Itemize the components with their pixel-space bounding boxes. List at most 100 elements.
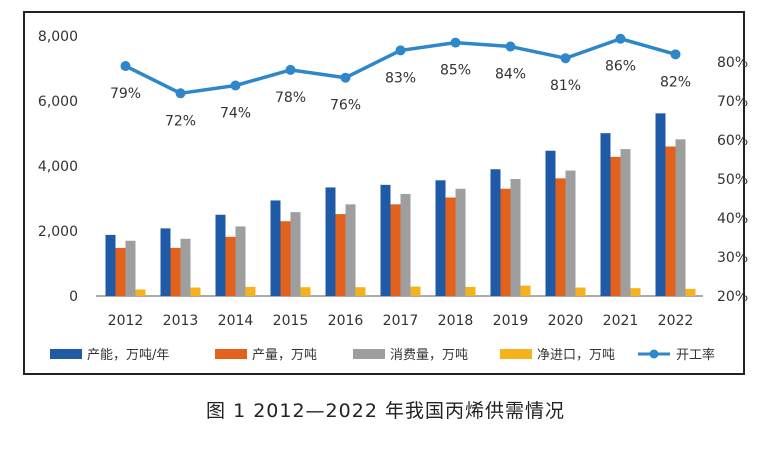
- rate-data-label: 72%: [165, 113, 196, 129]
- rate-data-label: 82%: [660, 74, 691, 90]
- bar: [435, 180, 446, 296]
- bar: [325, 187, 336, 296]
- bar: [245, 286, 256, 296]
- right-tick-label: 30%: [717, 250, 748, 266]
- rate-point: [560, 53, 571, 64]
- rate-point: [670, 49, 681, 60]
- bar: [410, 286, 421, 296]
- rate-point: [505, 41, 516, 52]
- x-tick-label: 2012: [108, 313, 144, 329]
- bar: [115, 247, 126, 296]
- left-tick-label: 2,000: [38, 224, 78, 240]
- rate-data-label: 79%: [110, 86, 141, 102]
- bar: [345, 204, 356, 296]
- bar: [135, 289, 146, 296]
- right-tick-label: 80%: [717, 55, 748, 71]
- bar: [510, 179, 521, 296]
- rate-data-label: 76%: [330, 98, 361, 114]
- bar: [575, 287, 586, 296]
- rate-point: [285, 64, 296, 75]
- legend-swatch: [500, 349, 532, 359]
- left-axis-ticks: 0 2,000 4,000 6,000 8,000: [38, 29, 78, 305]
- x-tick-label: 2013: [163, 313, 199, 329]
- right-tick-label: 50%: [717, 172, 748, 188]
- legend: 产能，万吨/年 产量，万吨 消费量，万吨 净进口，万吨 开工率: [50, 347, 715, 363]
- x-tick-label: 2021: [603, 313, 639, 329]
- legend-label: 开工率: [676, 347, 715, 363]
- right-tick-label: 40%: [717, 211, 748, 227]
- bar: [620, 149, 631, 296]
- bar: [270, 200, 281, 296]
- legend-label: 消费量，万吨: [390, 348, 468, 363]
- rate-data-label: 85%: [440, 63, 471, 79]
- x-tick-label: 2016: [328, 313, 364, 329]
- bar: [235, 226, 246, 296]
- x-tick-label: 2015: [273, 313, 309, 329]
- bar: [675, 139, 686, 296]
- bar: [170, 247, 181, 296]
- bar: [400, 193, 411, 296]
- bar: [290, 212, 301, 296]
- rate-data-label: 78%: [275, 90, 306, 106]
- rate-data-label: 83%: [385, 70, 416, 86]
- legend-label: 净进口，万吨: [537, 348, 615, 363]
- bar: [180, 238, 191, 296]
- bar: [655, 113, 666, 296]
- rate-point: [395, 45, 406, 56]
- bar: [565, 170, 576, 296]
- rate-point: [120, 61, 131, 72]
- bar: [610, 156, 621, 296]
- bar: [455, 188, 466, 296]
- right-tick-label: 20%: [717, 289, 748, 305]
- rate-line-layer: 79% 72% 74% 78% 76% 83% 85% 84% 81% 86% 82%: [110, 33, 691, 129]
- bar: [190, 287, 201, 296]
- bar: [280, 221, 291, 296]
- legend-label: 产量，万吨: [252, 348, 317, 363]
- bar: [160, 228, 171, 296]
- rate-data-label: 84%: [495, 67, 526, 83]
- rate-point: [230, 80, 241, 91]
- rate-data-label: 74%: [220, 106, 251, 122]
- left-tick-label: 8,000: [38, 29, 78, 45]
- rate-data-label: 86%: [605, 59, 636, 75]
- rate-point: [175, 88, 186, 99]
- bar: [225, 236, 236, 296]
- chart: 0 2,000 4,000 6,000 8,000 20% 30% 40% 50% 60% 70%…: [23, 11, 748, 375]
- bar: [630, 288, 641, 296]
- x-tick-label: 2020: [548, 313, 584, 329]
- bar: [600, 133, 611, 296]
- rate-point: [340, 72, 351, 83]
- right-tick-label: 70%: [717, 94, 748, 110]
- x-tick-label: 2017: [383, 313, 419, 329]
- left-tick-label: 6,000: [38, 94, 78, 110]
- bar: [355, 287, 366, 296]
- rate-data-label: 81%: [550, 78, 581, 94]
- bar: [545, 150, 556, 296]
- legend-label: 产能，万吨/年: [87, 348, 169, 363]
- legend-swatch: [353, 349, 385, 359]
- bar: [500, 188, 511, 296]
- bar: [445, 197, 456, 296]
- x-axis-tick-labels: 2012 2013 2014 2015 2016 2017 2018 2019 2020 2021…: [108, 313, 694, 329]
- bar: [125, 240, 136, 296]
- left-tick-label: 4,000: [38, 159, 78, 175]
- bar: [300, 287, 311, 296]
- legend-swatch: [215, 349, 247, 359]
- bar: [555, 178, 566, 296]
- bar: [105, 234, 116, 296]
- figure-caption: 图 1 2012—2022 年我国丙烯供需情况: [206, 400, 565, 422]
- right-axis-ticks: 20% 30% 40% 50% 60% 70% 80%: [717, 55, 748, 305]
- x-tick-label: 2018: [438, 313, 474, 329]
- bar: [490, 169, 501, 296]
- rate-point: [615, 33, 626, 44]
- bar: [520, 285, 531, 296]
- bar: [685, 288, 696, 296]
- bar: [390, 204, 401, 296]
- left-tick-label: 0: [69, 289, 78, 305]
- x-tick-label: 2019: [493, 313, 529, 329]
- bar: [380, 184, 391, 296]
- bar: [215, 214, 226, 296]
- right-tick-label: 60%: [717, 133, 748, 149]
- x-tick-label: 2014: [218, 313, 254, 329]
- bar: [665, 146, 676, 296]
